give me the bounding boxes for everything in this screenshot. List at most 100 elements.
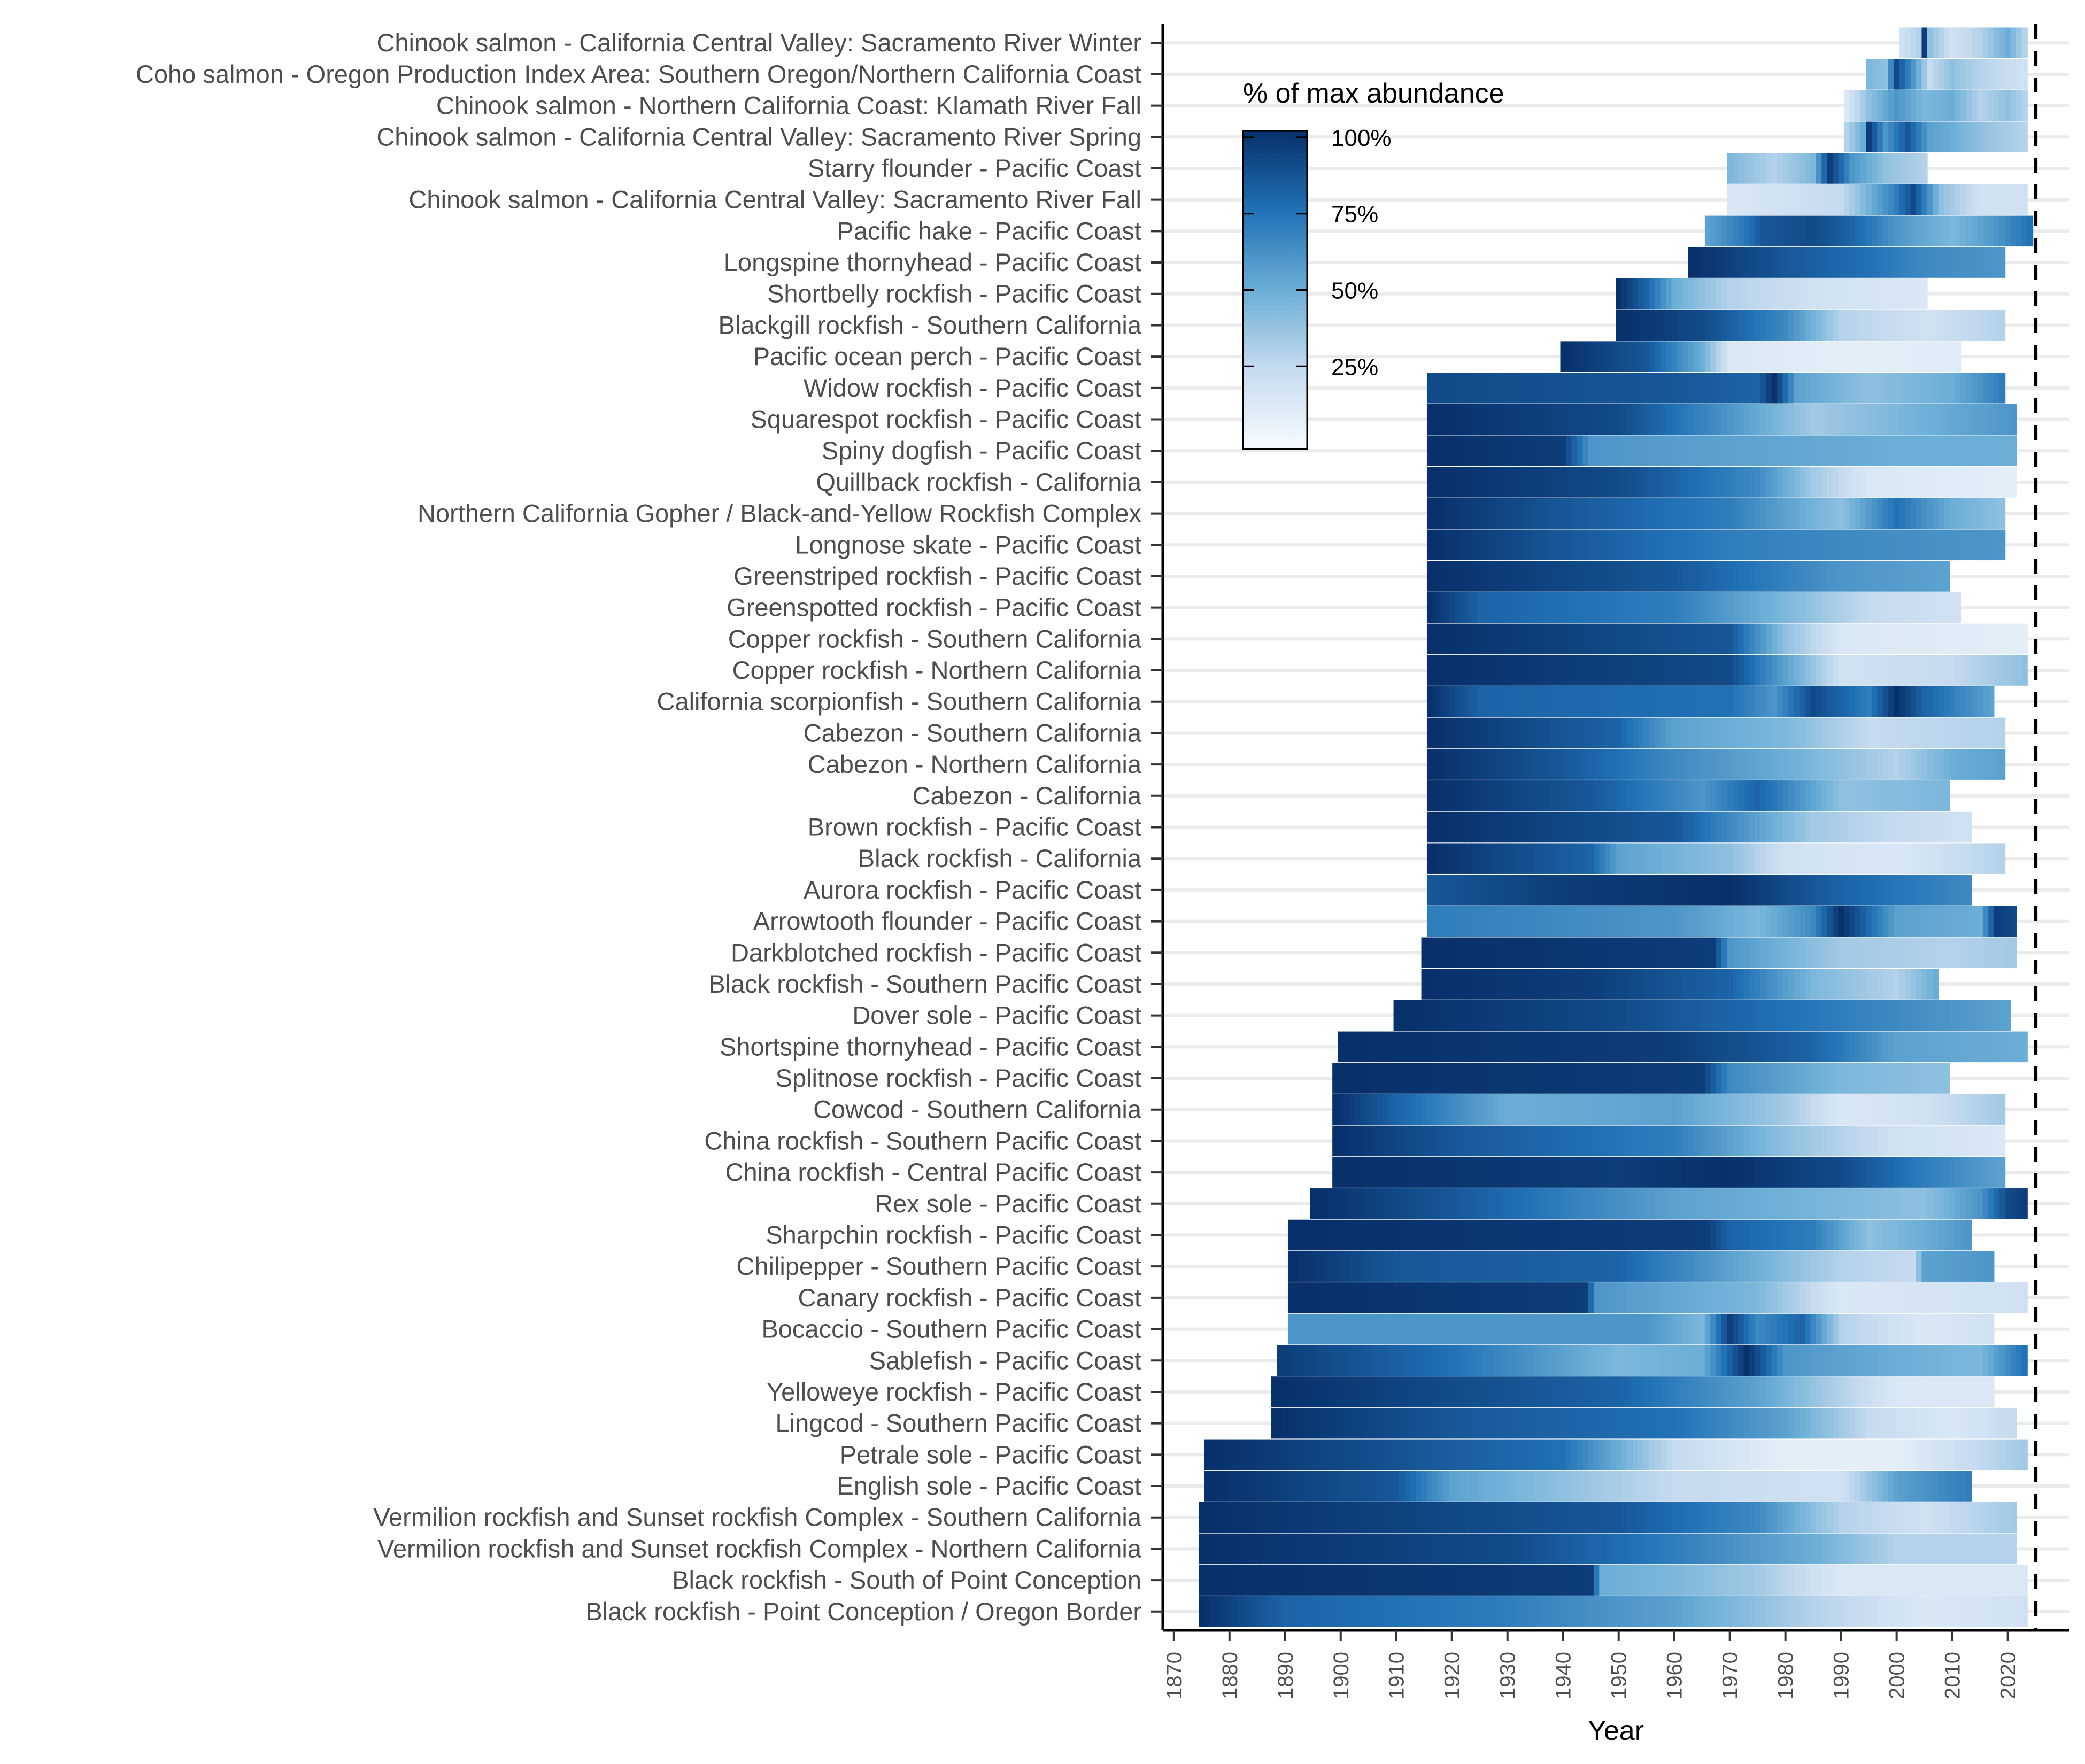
heatmap-tile [1994, 404, 2000, 435]
heatmap-tile [1810, 1407, 1817, 1439]
heatmap-tile [1777, 1407, 1783, 1439]
heatmap-tile [1694, 875, 1700, 906]
heatmap-tile [1682, 843, 1689, 874]
heatmap-tile [1549, 686, 1555, 717]
heatmap-tile [1549, 811, 1555, 843]
heatmap-tile [1966, 906, 1972, 937]
heatmap-tile [1577, 1471, 1583, 1502]
heatmap-tile [1471, 843, 1478, 874]
heatmap-tile [1465, 906, 1472, 937]
heatmap-tile [1543, 1000, 1550, 1031]
heatmap-tile [1949, 310, 1956, 341]
heatmap-tile [1899, 341, 1906, 372]
heatmap-tile [1788, 1031, 1795, 1063]
heatmap-tile [1777, 906, 1783, 937]
heatmap-tile [1782, 906, 1789, 937]
heatmap-tile [1593, 1031, 1600, 1063]
heatmap-tile [1588, 749, 1594, 780]
heatmap-tile [1882, 780, 1889, 811]
heatmap-tile [1960, 623, 1967, 655]
heatmap-tile [1488, 623, 1494, 655]
heatmap-tile [1843, 184, 1850, 215]
heatmap-tile [1710, 1219, 1717, 1251]
heatmap-tile [1416, 1407, 1422, 1439]
heatmap-tile [1849, 467, 1856, 498]
heatmap-tile [1382, 1282, 1388, 1313]
heatmap-tile [1582, 1376, 1589, 1407]
heatmap-tile [1755, 1282, 1761, 1313]
heatmap-tile [1888, 1094, 1895, 1125]
heatmap-tile [1972, 373, 1978, 404]
heatmap-tile [1643, 310, 1650, 341]
heatmap-tile [1416, 1219, 1422, 1251]
heatmap-tile [1499, 1345, 1505, 1376]
heatmap-tile [1760, 215, 1767, 247]
heatmap-tile [1988, 749, 1995, 780]
heatmap-tile [1610, 341, 1617, 372]
heatmap-tile [1838, 1407, 1844, 1439]
heatmap-tile [1660, 1439, 1666, 1471]
heatmap-tile [1899, 843, 1906, 874]
heatmap-tile [1426, 1157, 1433, 1188]
heatmap-tile [1671, 1063, 1678, 1094]
heatmap-tile [1560, 969, 1566, 1000]
heatmap-tile [1977, 467, 1983, 498]
heatmap-tile [1860, 906, 1867, 937]
heatmap-tile [1565, 498, 1572, 529]
heatmap-tile [1482, 1407, 1489, 1439]
heatmap-tile [1577, 467, 1583, 498]
heatmap-tile [1660, 1157, 1666, 1188]
heatmap-tile [1827, 623, 1833, 655]
heatmap-tile [1543, 1157, 1550, 1188]
heatmap-tile [1999, 1188, 2006, 1219]
heatmap-tile [1910, 529, 1917, 561]
heatmap-tile [1955, 875, 1962, 906]
heatmap-tile [1582, 780, 1589, 811]
heatmap-tile [1882, 1094, 1889, 1125]
heatmap-tile [1538, 498, 1545, 529]
heatmap-tile [1827, 184, 1833, 215]
heatmap-tile [1799, 561, 1805, 592]
heatmap-tile [1643, 592, 1650, 623]
heatmap-tile [1438, 1345, 1444, 1376]
heatmap-tile [2016, 27, 2022, 58]
heatmap-tile [1643, 1000, 1650, 1031]
heatmap-tile [1538, 1502, 1545, 1533]
heatmap-tile [1816, 906, 1823, 937]
heatmap-tile [1527, 404, 1533, 435]
heatmap-tile [1999, 843, 2006, 874]
heatmap-tile [1577, 1533, 1583, 1565]
heatmap-tile [1682, 1533, 1689, 1565]
heatmap-tile [1388, 1251, 1394, 1282]
heatmap-tile [1588, 623, 1594, 655]
heatmap-tile [1449, 1533, 1455, 1565]
heatmap-tile [1905, 1282, 1911, 1313]
heatmap-tile [1510, 467, 1517, 498]
heatmap-tile [1927, 373, 1934, 404]
heatmap-tile [1315, 1565, 1322, 1596]
heatmap-tile [1454, 937, 1461, 969]
heatmap-tile [1438, 780, 1444, 811]
heatmap-tile [1771, 843, 1778, 874]
heatmap-tile [1426, 1407, 1433, 1439]
heatmap-tile [1760, 1063, 1767, 1094]
heatmap-tile [1743, 1094, 1750, 1125]
heatmap-tile [1510, 623, 1517, 655]
heatmap-tile [1421, 1094, 1427, 1125]
heatmap-tile [2005, 1502, 2011, 1533]
heatmap-tile [1677, 1313, 1684, 1345]
heatmap-tile [1310, 1282, 1316, 1313]
heatmap-tile [1454, 1502, 1461, 1533]
heatmap-tile [1955, 90, 1962, 121]
heatmap-tile [1538, 906, 1545, 937]
heatmap-tile [1365, 1094, 1372, 1125]
heatmap-tile [1599, 1502, 1605, 1533]
heatmap-tile [1293, 1345, 1300, 1376]
heatmap-tile [1916, 906, 1922, 937]
heatmap-tile [1588, 843, 1594, 874]
heatmap-tile [1771, 686, 1778, 717]
heatmap-tile [1516, 1282, 1522, 1313]
heatmap-tile [1838, 529, 1844, 561]
heatmap-tile [1816, 153, 1823, 184]
heatmap-tile [1977, 498, 1983, 529]
